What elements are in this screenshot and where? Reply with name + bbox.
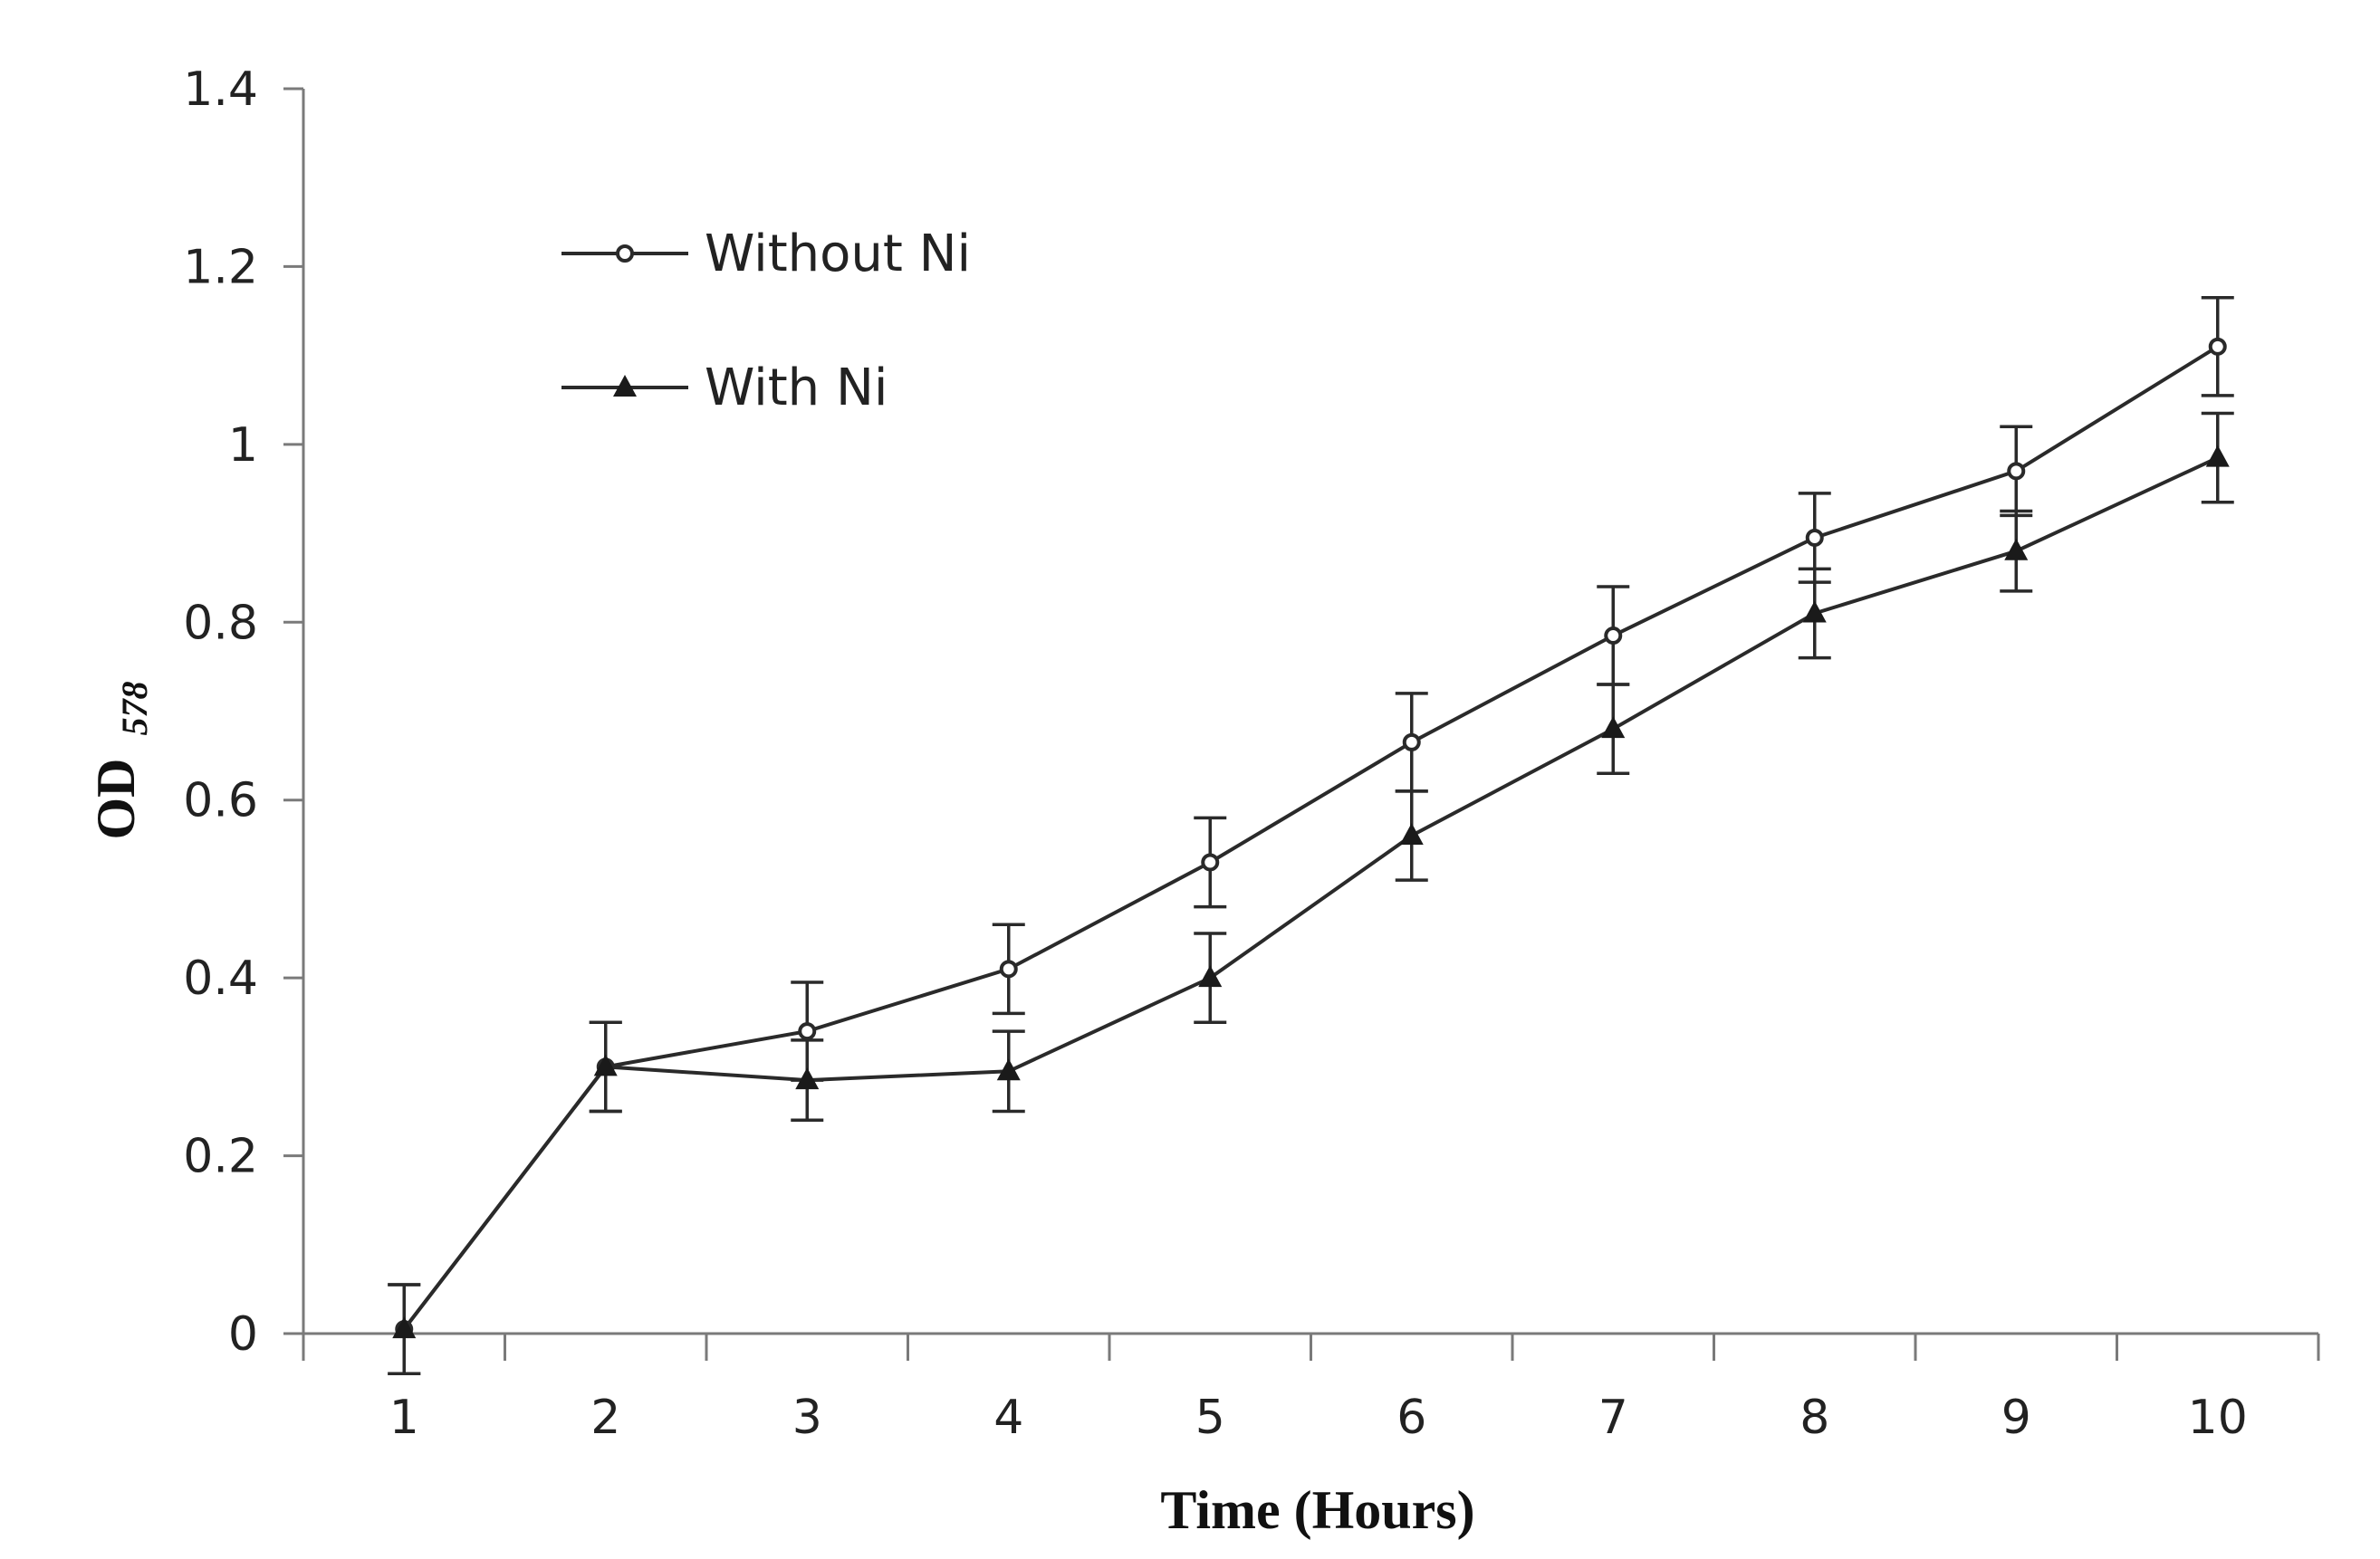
data-point	[1402, 732, 1421, 751]
series-line-with-ni	[402, 455, 2219, 1331]
data-point	[1198, 965, 1223, 988]
data-point	[2004, 538, 2029, 560]
data-point	[392, 1316, 417, 1339]
data-point	[593, 1054, 618, 1076]
data-point	[798, 1022, 817, 1041]
series-line-without-ni	[402, 345, 2219, 1331]
x-tick-label: 2	[590, 1391, 620, 1445]
data-point	[1802, 600, 1827, 623]
y-tick-label: 0.6	[183, 774, 258, 828]
series-layer	[388, 296, 2234, 1375]
data-point	[2208, 337, 2227, 356]
legend-label-with-ni: With Ni	[705, 359, 888, 417]
data-point	[2007, 462, 2026, 481]
y-tick-label: 0.4	[183, 952, 258, 1006]
legend-label-without-ni: Without Ni	[705, 225, 971, 283]
y-tick-label: 1.4	[183, 62, 258, 117]
x-tick-label: 7	[1598, 1391, 1628, 1445]
y-tick-label: 1.2	[183, 240, 258, 294]
series-without-ni	[388, 296, 2234, 1375]
data-point	[1601, 716, 1626, 739]
y-tick-label: 0.2	[183, 1130, 258, 1184]
data-point	[2205, 445, 2230, 467]
legend-marker-with-ni	[613, 375, 637, 397]
y-axis-title: OD 578	[86, 682, 155, 840]
x-tick-label: 1	[389, 1391, 419, 1445]
data-point	[1399, 823, 1424, 845]
x-tick-label: 3	[792, 1391, 822, 1445]
x-axis-title: Time (Hours)	[1160, 1480, 1474, 1540]
data-point	[1604, 626, 1623, 646]
data-point	[1805, 528, 1824, 547]
data-point	[996, 1058, 1021, 1081]
y-axis-title-subscript: 578	[114, 682, 155, 736]
y-tick-label: 0	[228, 1307, 258, 1362]
x-tick-label: 4	[993, 1391, 1023, 1445]
data-point	[1201, 853, 1220, 872]
y-tick-label: 1	[228, 418, 258, 473]
x-tick-label: 5	[1195, 1391, 1225, 1445]
data-point	[999, 960, 1018, 979]
x-tick-label: 8	[1799, 1391, 1829, 1445]
legend: Without Ni With Ni	[561, 225, 971, 417]
series-with-ni	[388, 411, 2234, 1375]
legend-marker-without-ni	[616, 244, 634, 263]
x-tick-label: 6	[1396, 1391, 1426, 1445]
data-point	[795, 1067, 820, 1090]
y-tick-label: 0.8	[183, 596, 258, 650]
y-axis-title-main: OD	[86, 759, 146, 840]
x-tick-label: 10	[2188, 1391, 2248, 1445]
axes: 0 0.2 0.4 0.6 0.8 1 1.2 1.4 1 2 3 4 5 6 7 8 9 10	[183, 62, 2320, 1445]
x-tick-label: 9	[2001, 1391, 2031, 1445]
